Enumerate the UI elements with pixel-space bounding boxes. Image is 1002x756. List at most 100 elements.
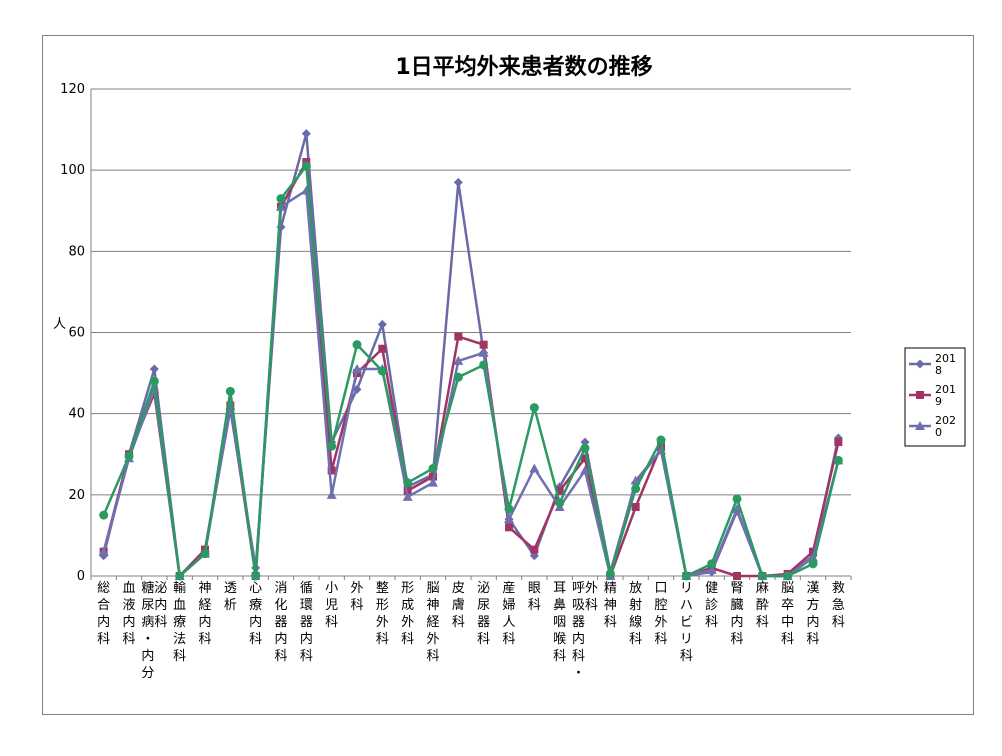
- legend-marker: [915, 359, 925, 369]
- x-category-label: 耳鼻咽喉科: [553, 581, 566, 664]
- x-category-label: 脳卒中科: [781, 581, 794, 647]
- y-tick-label: 60: [68, 326, 85, 341]
- data-point: [504, 514, 514, 524]
- data-point: [276, 194, 286, 204]
- data-point: [555, 486, 564, 495]
- legend-marker: [915, 421, 925, 430]
- data-point: [529, 403, 539, 413]
- y-tick-label: 120: [60, 82, 85, 97]
- data-point: [327, 466, 336, 475]
- data-point: [352, 384, 362, 394]
- x-category-label: 神経内科: [198, 581, 211, 647]
- data-point: [834, 438, 843, 447]
- data-point: [301, 129, 311, 139]
- legend-entry: 202 0: [935, 414, 956, 439]
- x-category-label: 整形外科: [376, 581, 389, 647]
- x-category-label: 健診科: [705, 581, 718, 630]
- data-point: [833, 455, 843, 465]
- data-point: [377, 319, 387, 329]
- y-tick-label: 40: [68, 407, 85, 422]
- data-point: [631, 503, 640, 512]
- data-point: [403, 478, 413, 488]
- y-tick-label: 80: [68, 244, 85, 259]
- data-point: [656, 435, 666, 445]
- data-point: [733, 572, 741, 580]
- x-category-label: 救急科: [832, 580, 845, 630]
- data-point: [149, 364, 159, 374]
- data-point: [555, 498, 565, 508]
- x-category-label: 循環器内科: [300, 581, 313, 664]
- data-point: [681, 571, 691, 581]
- data-point: [809, 547, 817, 556]
- data-point: [98, 546, 109, 556]
- x-category-label: 糖尿病・内分泌内科: [141, 580, 167, 681]
- data-point: [504, 504, 514, 514]
- chart-title: 1日平均外来患者数の推移: [395, 54, 652, 80]
- x-category-label: 泌尿器科: [477, 581, 490, 647]
- x-category-label: 産婦人科: [502, 580, 515, 647]
- line-chart: 1日平均外来患者数の推移 0 20 40 60 80 100 120 総合内科血液内科糖尿病…: [53, 54, 966, 681]
- x-category-label: 消化器内科: [274, 581, 287, 664]
- data-point: [605, 569, 615, 579]
- data-point: [251, 571, 261, 581]
- data-point: [631, 484, 641, 494]
- chart-area: 1日平均外来患者数の推移 0 20 40 60 80 100 120 総合内科 血液内科 糖尿病…: [42, 35, 974, 715]
- x-category-label: 口腔外科: [654, 581, 667, 647]
- data-point: [757, 571, 767, 581]
- data-point: [402, 491, 413, 501]
- data-point: [732, 504, 742, 514]
- data-point: [454, 332, 463, 341]
- x-category-label: 外科: [350, 581, 363, 613]
- legend-marker: [916, 391, 924, 399]
- x-category-label: 呼吸器内科・外科: [572, 581, 598, 681]
- legend-entry: 201 9: [935, 383, 956, 408]
- data-point: [301, 161, 311, 171]
- x-category-label: 形成外科: [401, 581, 414, 647]
- x-category-label: 輸血療法科: [173, 581, 186, 664]
- data-point: [581, 454, 589, 463]
- legend-entry: 201 8: [935, 352, 956, 377]
- y-tick-label: 0: [77, 569, 85, 584]
- x-category-label: 放射線科: [629, 581, 642, 647]
- data-point: [808, 559, 818, 569]
- series-line-2020: [102, 189, 840, 578]
- data-point: [175, 571, 185, 581]
- data-point: [428, 477, 438, 487]
- data-point: [580, 465, 590, 475]
- y-axis-label: 人: [53, 317, 66, 332]
- x-category-label: 脳神経外科: [426, 581, 439, 664]
- data-point: [530, 545, 539, 554]
- x-category-label: リハビリ科: [680, 581, 693, 664]
- data-point: [453, 177, 463, 187]
- x-category-label: 総合内科: [97, 581, 110, 647]
- data-point: [149, 376, 159, 386]
- x-category-label: 小児科: [325, 581, 338, 630]
- series-line-2018: [102, 132, 840, 578]
- x-category-label: 心療内科: [249, 581, 262, 647]
- data-point: [99, 510, 109, 520]
- data-point: [706, 564, 717, 574]
- data-point: [352, 364, 362, 374]
- data-point: [732, 494, 742, 504]
- x-category-label: 漢方内科: [806, 581, 819, 647]
- x-category-label: 眼科: [528, 581, 541, 613]
- data-point: [808, 552, 818, 562]
- data-point: [707, 559, 717, 569]
- series-line-unnamed: [102, 164, 840, 578]
- data-point: [783, 571, 793, 581]
- data-point: [580, 443, 590, 453]
- x-category-label: 麻酔科: [756, 581, 769, 630]
- x-category-label: 腎臓内科: [730, 581, 743, 647]
- data-point: [326, 489, 337, 499]
- data-point: [225, 386, 235, 396]
- series-line-2019: [102, 160, 840, 578]
- data-point: [352, 340, 362, 350]
- y-tick-label: 20: [68, 488, 85, 503]
- data-point: [327, 441, 337, 451]
- data-point: [200, 549, 210, 559]
- data-point: [428, 463, 438, 473]
- data-point: [479, 340, 488, 349]
- data-point: [453, 355, 464, 365]
- data-point: [453, 372, 463, 382]
- data-point: [377, 366, 387, 376]
